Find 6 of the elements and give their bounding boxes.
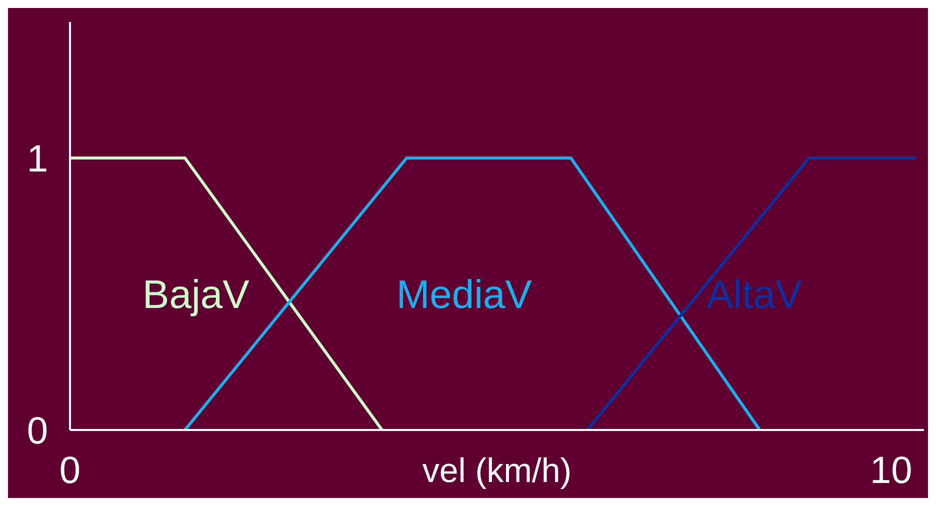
y-tick-label: 1 — [26, 138, 48, 180]
series-label: AltaV — [706, 273, 802, 318]
series-label: BajaV — [142, 273, 250, 318]
x-axis-title: vel (km/h) — [422, 452, 572, 490]
x-tick-label: 10 — [870, 450, 912, 492]
series-label: MediaV — [396, 273, 532, 318]
